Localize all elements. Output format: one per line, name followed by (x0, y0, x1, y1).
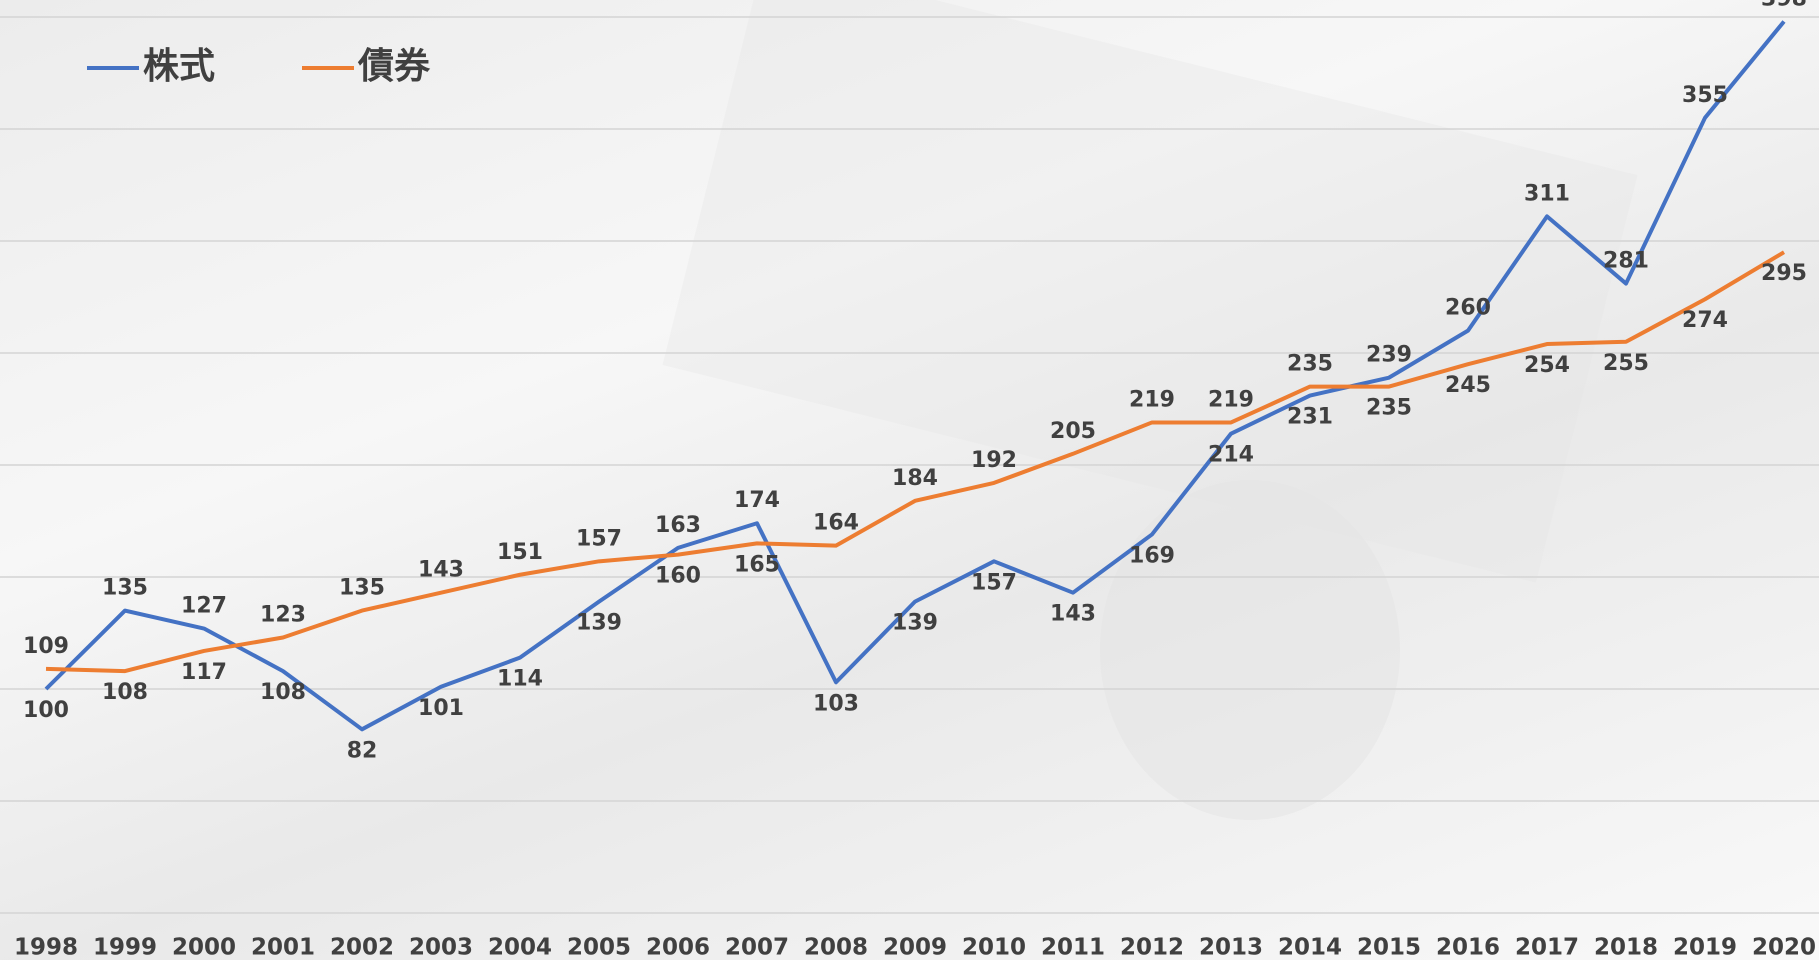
x-tick-label: 1999 (93, 935, 157, 960)
data-label: 143 (418, 558, 464, 583)
data-label: 101 (418, 696, 464, 721)
legend-label: 株式 (143, 46, 215, 87)
data-label: 214 (1208, 443, 1254, 468)
data-label: 127 (181, 594, 227, 619)
data-label: 143 (1050, 602, 1096, 627)
data-label: 260 (1445, 296, 1491, 321)
data-label: 184 (892, 466, 938, 491)
data-label: 398 (1761, 0, 1807, 11)
x-tick-label: 2010 (962, 935, 1026, 960)
data-label: 205 (1050, 419, 1096, 444)
data-label: 109 (23, 634, 69, 659)
x-tick-label: 2008 (804, 935, 868, 960)
data-label: 114 (497, 667, 543, 692)
data-label: 157 (576, 526, 622, 551)
data-label: 117 (181, 660, 227, 685)
x-tick-label: 2015 (1357, 935, 1421, 960)
data-label: 139 (892, 611, 938, 636)
page: 1998 1999 2000 2001 2002 2003 2004 2005 2006 2007… (0, 0, 1819, 960)
x-tick-label: 2006 (646, 935, 710, 960)
data-label: 165 (734, 552, 780, 577)
data-label: 219 (1208, 387, 1254, 412)
x-tick-label: 2011 (1041, 935, 1105, 960)
data-label: 123 (260, 602, 306, 627)
x-tick-label: 2020 (1752, 935, 1816, 960)
data-label: 281 (1603, 249, 1649, 274)
data-label: 311 (1524, 181, 1570, 206)
data-label: 235 (1287, 352, 1333, 377)
data-label: 108 (260, 680, 306, 705)
x-tick-label: 2018 (1594, 935, 1658, 960)
data-label: 103 (813, 691, 859, 716)
x-tick-label: 2001 (251, 935, 315, 960)
data-label: 274 (1682, 308, 1728, 333)
x-tick-label: 2013 (1199, 935, 1263, 960)
x-tick-label: 2016 (1436, 935, 1500, 960)
data-label: 219 (1129, 387, 1175, 412)
x-tick-label: 2017 (1515, 935, 1579, 960)
data-label: 163 (655, 513, 701, 538)
x-tick-label: 2014 (1278, 935, 1342, 960)
x-tick-label: 2007 (725, 935, 789, 960)
data-label: 295 (1761, 261, 1807, 286)
chart: 1998 1999 2000 2001 2002 2003 2004 2005 2006 2007… (0, 0, 1819, 960)
x-tick-label: 2009 (883, 935, 947, 960)
data-label: 169 (1129, 543, 1175, 568)
data-label: 157 (971, 570, 1017, 595)
data-label: 100 (23, 698, 69, 723)
data-label: 355 (1682, 83, 1728, 108)
x-tick-label: 2012 (1120, 935, 1184, 960)
data-label: 192 (971, 448, 1017, 473)
x-tick-label: 2005 (567, 935, 631, 960)
data-label: 239 (1366, 343, 1412, 368)
data-label: 108 (102, 680, 148, 705)
x-tick-label: 2002 (330, 935, 394, 960)
data-label: 164 (813, 511, 859, 536)
x-tick-label: 2000 (172, 935, 236, 960)
data-label: 139 (576, 611, 622, 636)
data-label: 245 (1445, 373, 1491, 398)
data-label: 160 (655, 564, 701, 589)
x-tick-label: 1998 (14, 935, 78, 960)
background-banknote (663, 0, 1638, 583)
data-label: 255 (1603, 351, 1649, 376)
data-label: 235 (1366, 396, 1412, 421)
x-tick-label: 2019 (1673, 935, 1737, 960)
legend-label: 債券 (357, 46, 431, 87)
data-label: 82 (347, 738, 378, 763)
data-label: 174 (734, 488, 780, 513)
data-label: 151 (497, 540, 543, 565)
data-label: 231 (1287, 405, 1333, 430)
x-tick-label: 2003 (409, 935, 473, 960)
data-label: 254 (1524, 353, 1570, 378)
data-label: 135 (339, 576, 385, 601)
x-tick-label: 2004 (488, 935, 552, 960)
data-label: 135 (102, 576, 148, 601)
